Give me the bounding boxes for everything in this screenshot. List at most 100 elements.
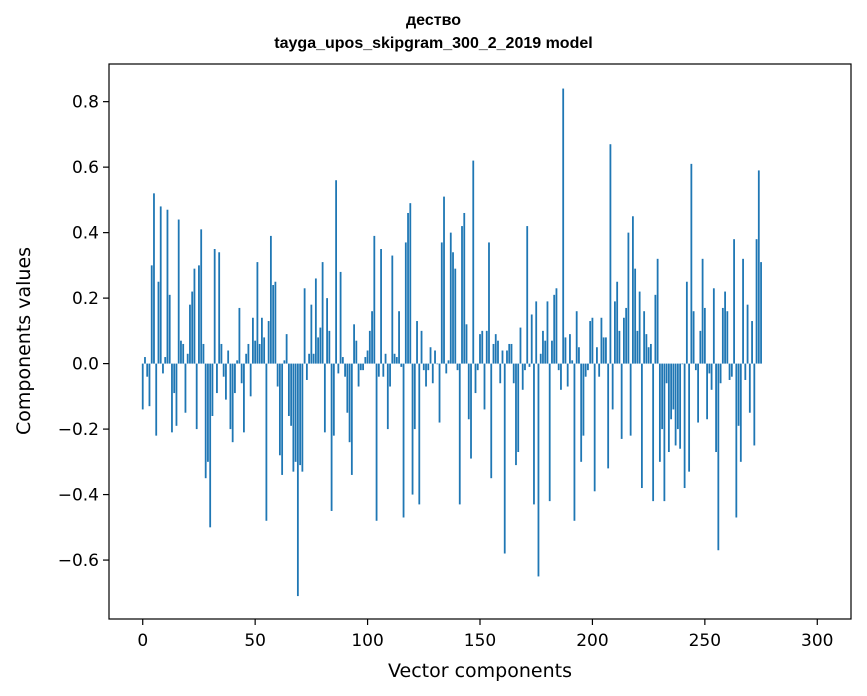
- bar-25: [198, 265, 200, 364]
- bar-198: [587, 363, 589, 371]
- bar-99: [364, 357, 367, 364]
- bar-170: [524, 363, 526, 371]
- bar-226: [649, 343, 652, 364]
- bar-137: [449, 232, 452, 364]
- y-tick-label-5: 0.4: [72, 224, 99, 244]
- bar-220: [636, 330, 639, 364]
- bar-256: [717, 363, 720, 551]
- bar-101: [368, 330, 371, 364]
- bar-40: [231, 363, 234, 443]
- bar-259: [724, 291, 726, 364]
- bar-102: [371, 311, 373, 364]
- bar-261: [728, 363, 731, 380]
- bar-224: [645, 334, 648, 364]
- bar-263: [733, 239, 735, 364]
- bar-17: [180, 340, 182, 364]
- bar-160: [501, 350, 504, 364]
- bar-207: [607, 363, 610, 469]
- bar-55: [265, 363, 268, 521]
- bar-29: [207, 363, 209, 462]
- bar-120: [411, 363, 414, 495]
- bar-98: [362, 363, 364, 371]
- bar-113: [395, 357, 398, 364]
- y-ticks-group: −0.6 −0.4 −0.2 0.0 0.2 0.4 0.6 0.8: [58, 93, 109, 571]
- bar-252: [708, 363, 711, 374]
- bar-155: [490, 363, 493, 479]
- bar-243: [688, 363, 691, 472]
- y-tick-label-0: −0.6: [58, 551, 99, 571]
- bar-100: [366, 350, 369, 364]
- bar-165: [512, 363, 515, 384]
- bar-244: [690, 163, 693, 364]
- bar-90: [344, 363, 346, 377]
- bar-118: [407, 212, 409, 364]
- bar-76: [312, 353, 315, 364]
- bar-95: [355, 340, 358, 364]
- bar-185: [557, 363, 560, 371]
- bar-61: [278, 363, 281, 456]
- bar-177: [539, 353, 542, 364]
- bar-209: [611, 363, 614, 410]
- bar-22: [191, 291, 194, 364]
- bar-126: [425, 363, 427, 387]
- bar-71: [301, 363, 304, 472]
- bar-201: [593, 363, 596, 492]
- bar-42: [236, 360, 239, 364]
- bar-127: [427, 363, 430, 371]
- bar-178: [542, 330, 544, 364]
- bar-117: [404, 242, 407, 364]
- bar-111: [391, 255, 394, 364]
- bar-105: [377, 363, 380, 377]
- bar-65: [287, 363, 290, 416]
- bar-23: [193, 268, 196, 364]
- bar-255: [715, 363, 717, 453]
- bar-67: [292, 363, 295, 472]
- bar-16: [177, 219, 180, 364]
- bar-192: [573, 363, 576, 521]
- bar-206: [605, 337, 607, 364]
- bar-52: [258, 343, 261, 364]
- bar-274: [757, 170, 760, 364]
- bar-134: [443, 196, 445, 364]
- bar-239: [679, 363, 682, 449]
- bar-199: [589, 321, 592, 364]
- chart-title-line-2: tayga_upos_skipgram_300_2_2019 model: [274, 35, 593, 52]
- bar-161: [503, 363, 506, 554]
- bar-169: [521, 363, 524, 390]
- bar-92: [348, 363, 351, 443]
- bar-157: [494, 334, 497, 364]
- bar-173: [530, 314, 533, 364]
- bar-142: [461, 226, 463, 364]
- bar-203: [598, 363, 601, 377]
- bar-39: [229, 363, 232, 430]
- bar-158: [497, 340, 499, 364]
- bar-51: [256, 262, 259, 364]
- bar-68: [294, 363, 297, 462]
- bar-213: [620, 363, 623, 439]
- bar-47: [247, 343, 250, 364]
- bar-164: [510, 343, 513, 364]
- bar-153: [485, 330, 488, 364]
- x-tick-label-6: 300: [801, 631, 833, 651]
- bar-32: [213, 249, 216, 364]
- x-tick-label-2: 100: [351, 631, 383, 651]
- bar-12: [168, 294, 171, 364]
- bar-124: [420, 330, 423, 364]
- bar-150: [479, 334, 481, 364]
- bar-81: [323, 363, 326, 433]
- bar-31: [211, 363, 214, 416]
- bar-149: [476, 363, 479, 371]
- bar-140: [456, 363, 459, 371]
- bar-221: [638, 291, 641, 364]
- bar-58: [272, 285, 275, 364]
- bar-3: [148, 363, 151, 407]
- bar-56: [267, 321, 270, 364]
- bar-83: [328, 330, 331, 364]
- bar-97: [359, 363, 362, 371]
- bar-162: [506, 350, 508, 364]
- bar-77: [314, 278, 317, 364]
- bar-269: [746, 304, 749, 364]
- bar-24: [195, 363, 198, 430]
- bar-175: [535, 301, 538, 364]
- bar-82: [326, 298, 328, 364]
